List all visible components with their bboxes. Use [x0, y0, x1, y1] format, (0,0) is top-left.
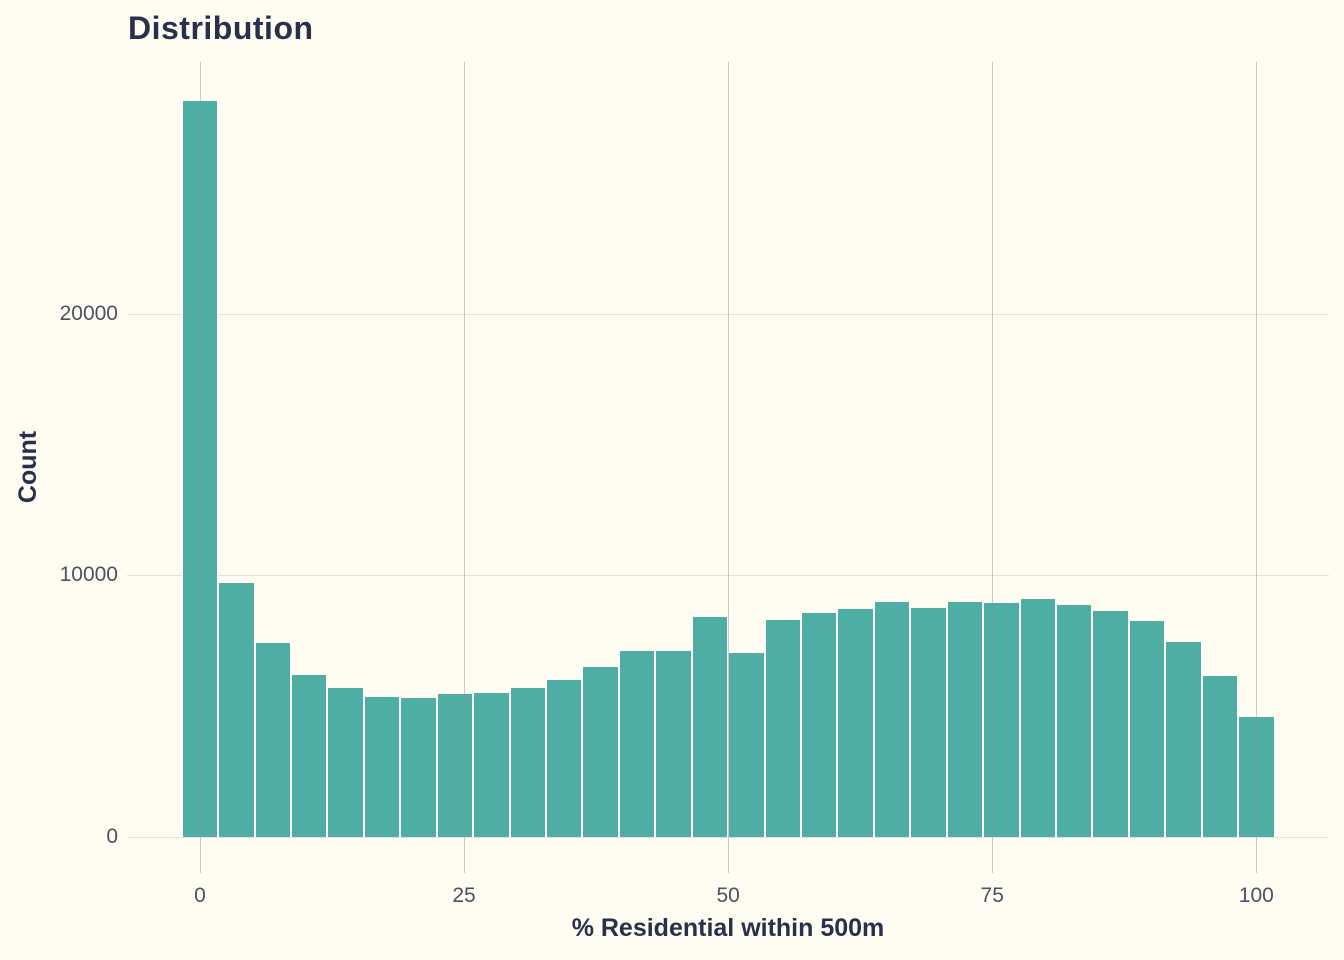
- chart-title: Distribution: [128, 10, 314, 46]
- histogram-bar: [181, 100, 219, 837]
- histogram-bar: [436, 694, 474, 837]
- histogram-bar: [1128, 621, 1166, 837]
- histogram-bar: [1092, 610, 1129, 837]
- histogram-bar: [910, 608, 947, 837]
- histogram-bar: [546, 680, 583, 837]
- y-tick-label: 0: [106, 824, 118, 848]
- y-tick-label: 10000: [59, 563, 118, 587]
- x-tick-label: 25: [452, 884, 476, 907]
- histogram-bar: [1056, 604, 1093, 837]
- y-axis-title: Count: [14, 430, 42, 504]
- gridline-x-50: [728, 62, 730, 873]
- histogram-bar: [1201, 676, 1239, 837]
- histogram-bar: [473, 693, 510, 837]
- x-tick-label: 0: [194, 884, 206, 907]
- x-tick-label: 100: [1238, 884, 1274, 907]
- gridline-y-20000: [127, 314, 1329, 315]
- x-tick-label: 50: [716, 884, 740, 907]
- y-tick-label: 20000: [59, 302, 118, 325]
- histogram-bar: [728, 652, 765, 837]
- plot-panel: [127, 62, 1329, 873]
- histogram-bar: [1165, 642, 1202, 837]
- histogram-bar: [764, 619, 801, 837]
- histogram-bar: [837, 609, 874, 837]
- histogram-bar: [400, 698, 437, 837]
- histogram-bar: [655, 651, 692, 837]
- histogram-bar: [1019, 598, 1056, 837]
- gridline-y-10000: [127, 575, 1329, 577]
- histogram-bar: [1238, 716, 1275, 837]
- gridline-x-75: [992, 62, 994, 873]
- x-axis-title: % Residential within 500m: [571, 914, 885, 942]
- histogram-bar: [582, 667, 619, 837]
- histogram-bar: [618, 651, 656, 837]
- histogram-bar: [218, 583, 255, 837]
- histogram-bar: [254, 643, 292, 837]
- histogram-bar: [873, 601, 911, 837]
- histogram-bar: [946, 601, 984, 837]
- histogram-bar: [509, 688, 546, 837]
- gridline-x-25: [464, 62, 466, 873]
- x-tick-label: 75: [980, 884, 1004, 907]
- gridline-y-0: [127, 836, 1329, 838]
- histogram-bar: [983, 602, 1020, 837]
- histogram-bar: [327, 688, 364, 837]
- histogram-bar: [291, 674, 328, 837]
- histogram-bar: [801, 613, 838, 837]
- histogram-bar: [691, 617, 729, 837]
- gridline-x-100: [1256, 62, 1258, 873]
- gridline-x-0: [199, 62, 201, 873]
- histogram-bar: [363, 697, 401, 837]
